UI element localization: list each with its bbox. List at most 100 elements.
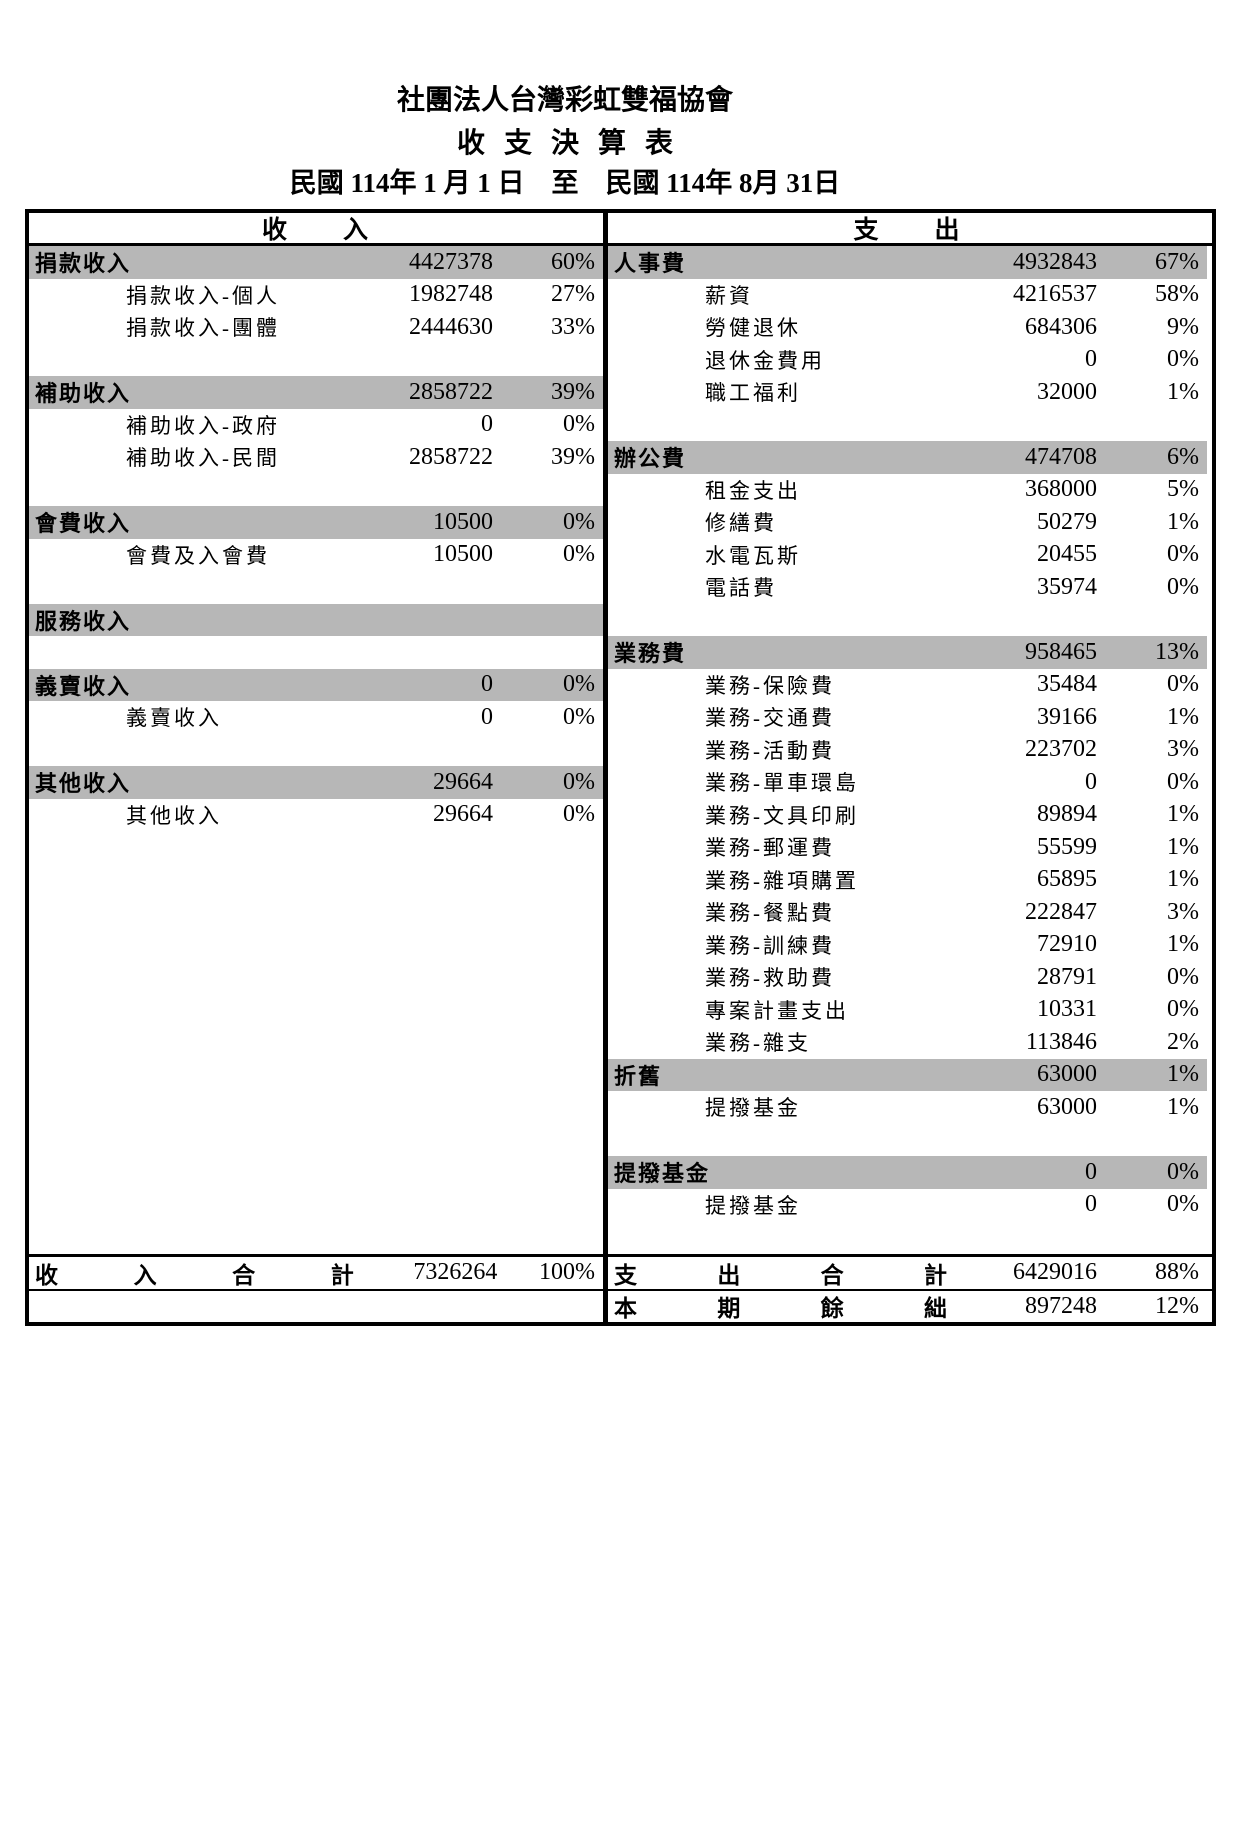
percent-value: 1% [1167, 378, 1199, 405]
table-row: 會費及入會費 10500 0% 水電瓦斯 20455 0% [29, 538, 1212, 572]
percent-value: 0% [1167, 768, 1199, 795]
account-label: 義賣收入 [126, 706, 222, 731]
account-label: 人事費 [614, 251, 687, 277]
amount-value: 32000 [1037, 378, 1097, 405]
expense-cell: 業務-文具印刷 89894 1% [608, 799, 1207, 832]
table-row: 提撥基金 0 0% [29, 1156, 1212, 1189]
table-row: 業務-救助費 28791 0% [29, 961, 1212, 994]
table-row: 租金支出 368000 5% [29, 473, 1212, 507]
account-label: 服務收入 [35, 608, 132, 634]
expense-cell [608, 1124, 1207, 1157]
income-cell: 會費及入會費 10500 0% [29, 538, 608, 571]
income-total-value: 7326264 [413, 1259, 498, 1285]
expense-cell: 人事費 4932843 67% [608, 246, 1207, 279]
table-row: 業務-雜支 113846 2% [29, 1026, 1212, 1059]
report-period: 民國 114年 1 月 1 日 至 民國 114年 8月 31日 [289, 168, 841, 198]
expense-cell: 水電瓦斯 20455 0% [608, 539, 1207, 572]
settlement-table: 收 入 支 出 捐款收入 4427378 60% 人事費 4932843 67% 捐款收入-… [25, 209, 1216, 1326]
table-row: 補助收入-民間 2858722 39% 辦公費 474708 6% [29, 441, 1212, 474]
income-cell [29, 571, 608, 604]
account-label: 業務-郵運費 [705, 836, 835, 861]
amount-value: 63000 [1037, 1061, 1097, 1088]
account-label: 薪資 [705, 283, 753, 308]
table-row: 業務-活動費 223702 3% [29, 733, 1212, 766]
account-label: 業務-雜支 [705, 1031, 811, 1056]
expense-cell: 業務費 958465 13% [608, 636, 1207, 669]
percent-value: 0% [1167, 346, 1199, 373]
income-cell: 義賣收入 0 0% [29, 668, 608, 701]
table-row [29, 1221, 1212, 1254]
account-label: 業務-雜項購置 [705, 868, 859, 893]
income-cell: 補助收入-政府 0 0% [29, 408, 608, 441]
income-cell [29, 473, 608, 506]
totals-row: 收 入 合 計 7326264 100% 支 出 合 計 6429016 88% [29, 1253, 1212, 1289]
account-label: 提撥基金 [705, 1193, 801, 1218]
account-label: 會費及入會費 [126, 543, 270, 568]
percent-value: 0% [563, 671, 595, 698]
account-label: 義賣收入 [35, 673, 132, 699]
amount-value: 35484 [1037, 671, 1097, 698]
document-header: 社團法人台灣彩虹雙福協會 收 支 決 算 表 民國 114年 1 月 1 日 至… [0, 86, 1185, 199]
expense-cell: 修繕費 50279 1% [608, 506, 1207, 539]
expense-total-label: 支 出 合 計 [614, 1262, 947, 1288]
expense-cell: 業務-雜項購置 65895 1% [608, 864, 1207, 897]
account-label: 修繕費 [705, 511, 777, 536]
expense-cell: 退休金費用 0 0% [608, 344, 1207, 377]
balance-empty-cell [29, 1290, 608, 1322]
table-row: 服務收入 [29, 603, 1212, 637]
income-cell [29, 831, 608, 864]
income-cell [29, 1026, 608, 1059]
report-title: 收 支 決 算 表 [456, 128, 673, 159]
amount-value: 684306 [1025, 313, 1097, 340]
percent-value: 3% [1167, 736, 1199, 763]
expense-cell: 提撥基金 0 0% [608, 1156, 1207, 1189]
amount-value: 89894 [1037, 801, 1097, 828]
amount-value: 0 [481, 671, 493, 698]
table-row: 業務-訓練費 72910 1% [29, 928, 1212, 962]
income-cell [29, 863, 608, 896]
income-total-percent: 100% [539, 1259, 595, 1285]
amount-value: 10331 [1037, 996, 1097, 1023]
income-cell [29, 1123, 608, 1156]
account-label: 業務-活動費 [705, 738, 835, 763]
percent-value: 3% [1167, 898, 1199, 925]
account-label: 職工福利 [705, 381, 801, 406]
percent-value: 13% [1155, 638, 1199, 665]
amount-value: 222847 [1025, 898, 1097, 925]
percent-value: 1% [1167, 703, 1199, 730]
amount-value: 0 [1085, 768, 1097, 795]
table-header-row: 收 入 支 出 [29, 213, 1212, 246]
percent-value: 0% [563, 411, 595, 438]
table-row: 業務-郵運費 55599 1% [29, 831, 1212, 864]
expense-total-percent: 88% [1155, 1259, 1199, 1285]
percent-value: 58% [1155, 281, 1199, 308]
income-cell: 捐款收入-團體 2444630 33% [29, 311, 608, 344]
expense-cell: 勞健退休 684306 9% [608, 311, 1207, 344]
expense-cell: 業務-訓練費 72910 1% [608, 929, 1207, 962]
percent-value: 0% [1167, 671, 1199, 698]
income-cell [29, 1221, 608, 1254]
expense-cell [608, 604, 1207, 637]
amount-value: 20455 [1037, 541, 1097, 568]
percent-value: 6% [1167, 443, 1199, 470]
account-label: 折舊 [614, 1063, 663, 1089]
amount-value: 958465 [1025, 638, 1097, 665]
table-row: 折舊 63000 1% [29, 1058, 1212, 1091]
percent-value: 1% [1167, 833, 1199, 860]
expense-cell: 租金支出 368000 5% [608, 474, 1207, 507]
expense-cell: 職工福利 32000 1% [608, 376, 1207, 409]
balance-value: 897248 [1025, 1292, 1097, 1319]
balance-row: 本 期 餘 絀 897248 12% [29, 1288, 1212, 1322]
expense-column-header: 支 出 [853, 217, 962, 244]
amount-value: 10500 [433, 508, 493, 535]
balance-cell: 本 期 餘 絀 897248 12% [608, 1291, 1207, 1322]
expense-total-cell: 支 出 合 計 6429016 88% [608, 1257, 1207, 1289]
expense-cell: 業務-交通費 39166 1% [608, 701, 1207, 734]
percent-value: 39% [551, 443, 595, 470]
income-cell: 會費收入 10500 0% [29, 506, 608, 539]
income-cell: 補助收入 2858722 39% [29, 376, 608, 409]
income-cell: 其他收入 29664 0% [29, 766, 608, 799]
account-label: 補助收入 [35, 381, 132, 407]
income-column-header: 收 入 [29, 213, 608, 244]
percent-value: 27% [551, 281, 595, 308]
